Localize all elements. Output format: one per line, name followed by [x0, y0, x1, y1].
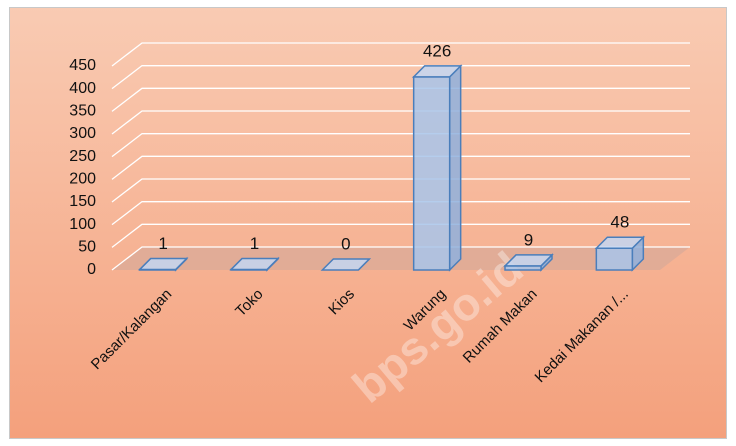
- bar-top: [503, 254, 554, 267]
- value-label: 1: [158, 234, 167, 253]
- bar-top: [594, 236, 646, 249]
- bar-top: [320, 258, 372, 271]
- y-tick-label: 150: [69, 193, 96, 210]
- chart-area: [9, 7, 727, 439]
- grid-line: [111, 178, 690, 203]
- grid-line: [111, 155, 690, 180]
- y-tick-label: 400: [69, 80, 96, 97]
- value-label: 426: [423, 41, 451, 60]
- y-tick-label: 300: [69, 125, 96, 142]
- grid-line: [111, 65, 690, 90]
- bar: [595, 247, 634, 271]
- y-tick-label: 50: [78, 239, 96, 256]
- grid-line: [111, 223, 690, 248]
- bar-top: [137, 257, 189, 271]
- grid-line: [111, 201, 690, 226]
- y-tick-label: 200: [69, 171, 96, 188]
- bar-top: [411, 65, 463, 78]
- value-label: 0: [341, 234, 350, 253]
- grid-line: [111, 42, 690, 67]
- grid-line: [111, 87, 690, 112]
- value-label: 48: [610, 213, 629, 232]
- y-tick-label: 100: [69, 216, 96, 233]
- value-label: 9: [524, 230, 533, 249]
- bar-top: [229, 257, 280, 271]
- bar: [412, 76, 451, 271]
- bar-side: [448, 64, 462, 272]
- grid-line: [111, 246, 690, 271]
- y-tick-label: 250: [69, 148, 96, 165]
- grid-line: [111, 133, 690, 158]
- y-tick-label: 0: [87, 261, 96, 278]
- grid-line: [111, 110, 690, 135]
- value-label: 1: [250, 234, 259, 253]
- y-tick-label: 450: [69, 57, 96, 74]
- y-tick-label: 350: [69, 103, 96, 120]
